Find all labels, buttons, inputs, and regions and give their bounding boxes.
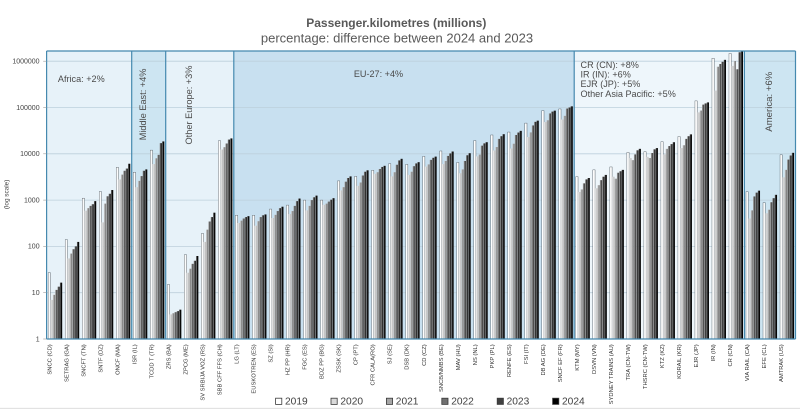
svg-text:EUSKOTREN (ES): EUSKOTREN (ES): [252, 344, 258, 393]
svg-text:2020: 2020: [340, 397, 363, 408]
svg-text:2023: 2023: [507, 397, 530, 408]
svg-text:America: +6%: America: +6%: [764, 71, 775, 131]
svg-text:Other Europe: +3%: Other Europe: +3%: [184, 66, 194, 145]
svg-text:THSRC (CN-TW): THSRC (CN-TW): [643, 344, 649, 389]
svg-text:DSB (DK): DSB (DK): [405, 344, 411, 370]
svg-text:HZ PP (HR): HZ PP (HR): [286, 344, 292, 375]
svg-text:LG (LT): LG (LT): [235, 344, 241, 364]
svg-text:1: 1: [36, 336, 40, 343]
svg-text:AMTRAK (US): AMTRAK (US): [779, 344, 785, 382]
svg-text:CR (CN): +8%: CR (CN): +8%: [581, 60, 639, 70]
svg-text:PKP (PL): PKP (PL): [490, 344, 496, 368]
svg-text:DB AG (DE): DB AG (DE): [541, 344, 547, 375]
svg-text:10: 10: [32, 290, 40, 297]
svg-text:VIA RAIL (CA): VIA RAIL (CA): [745, 344, 751, 381]
svg-text:1000000: 1000000: [12, 59, 39, 66]
svg-text:TRA (CN-TW): TRA (CN-TW): [626, 344, 632, 380]
svg-text:100: 100: [28, 244, 40, 251]
svg-text:SZ (SI): SZ (SI): [269, 344, 275, 362]
svg-text:EJR (JP): +5%: EJR (JP): +5%: [581, 79, 641, 89]
svg-text:TCDD T (TR): TCDD T (TR): [149, 344, 155, 378]
svg-text:RENFE (ES): RENFE (ES): [507, 344, 513, 377]
svg-text:Passenger.kilometres (millions: Passenger.kilometres (millions): [306, 16, 486, 30]
svg-text:ZRS (BA): ZRS (BA): [167, 344, 173, 369]
svg-text:KORAIL (KR): KORAIL (KR): [677, 344, 683, 379]
svg-text:KTZ (KZ): KTZ (KZ): [660, 344, 666, 368]
svg-text:1000: 1000: [24, 197, 40, 204]
svg-text:ZPCG (ME): ZPCG (ME): [184, 344, 190, 374]
svg-text:SETRAG (GA): SETRAG (GA): [64, 344, 70, 382]
svg-text:10000: 10000: [20, 151, 40, 158]
svg-text:100000: 100000: [16, 105, 39, 112]
svg-text:IR (IN): +6%: IR (IN): +6%: [581, 70, 631, 80]
svg-text:BDZ PP (BG): BDZ PP (BG): [320, 344, 326, 379]
svg-text:ISR (IL): ISR (IL): [132, 344, 138, 364]
svg-text:DSVN (VN): DSVN (VN): [592, 344, 598, 374]
svg-text:2019: 2019: [285, 397, 308, 408]
svg-text:(log scale): (log scale): [4, 180, 11, 209]
svg-text:EFE (CL): EFE (CL): [762, 344, 768, 368]
svg-text:Other Asia Pacific: +5%: Other Asia Pacific: +5%: [581, 89, 676, 99]
svg-text:CD (CZ): CD (CZ): [422, 344, 428, 366]
svg-text:CP (PT): CP (PT): [354, 344, 360, 365]
svg-text:CR (CN): CR (CN): [728, 344, 734, 366]
svg-text:FSI (IT): FSI (IT): [524, 344, 530, 364]
svg-text:SNCF EF (FR): SNCF EF (FR): [558, 344, 564, 382]
svg-text:ONCF (MA): ONCF (MA): [115, 344, 121, 375]
svg-text:CFR CALA(RO): CFR CALA(RO): [371, 344, 377, 385]
svg-text:2021: 2021: [396, 397, 419, 408]
svg-text:SNCC (CD): SNCC (CD): [47, 344, 53, 374]
svg-text:SNCFT (TN): SNCFT (TN): [81, 344, 87, 376]
svg-text:Africa: +2%: Africa: +2%: [58, 74, 105, 84]
svg-text:KTM (MY): KTM (MY): [575, 344, 581, 370]
svg-text:IR (IN): IR (IN): [711, 344, 717, 361]
svg-text:SNCB/NMBS (BE): SNCB/NMBS (BE): [439, 344, 445, 392]
svg-text:2022: 2022: [451, 397, 474, 408]
svg-text:SBB CFF FFS (CH): SBB CFF FFS (CH): [218, 344, 224, 395]
svg-text:FGC (ES): FGC (ES): [303, 344, 309, 370]
svg-text:Middle East: +4%: Middle East: +4%: [138, 69, 148, 141]
svg-text:MAV (HU): MAV (HU): [456, 344, 462, 370]
svg-text:NS (NL): NS (NL): [473, 344, 479, 365]
svg-text:EU-27: +4%: EU-27: +4%: [354, 69, 403, 79]
svg-text:ZSSK (SK): ZSSK (SK): [337, 344, 343, 372]
svg-text:SNTF (DZ): SNTF (DZ): [98, 344, 104, 372]
svg-text:SYDNEY TRAINS (AU): SYDNEY TRAINS (AU): [609, 344, 615, 404]
svg-text:percentage: difference between: percentage: difference between 2024 and …: [261, 31, 533, 46]
svg-text:SJ (SE): SJ (SE): [388, 344, 394, 364]
svg-text:2024: 2024: [562, 397, 585, 408]
svg-text:EJR (JP): EJR (JP): [694, 344, 700, 367]
svg-text:SV SRBIJA VOZ (RS): SV SRBIJA VOZ (RS): [201, 344, 207, 400]
